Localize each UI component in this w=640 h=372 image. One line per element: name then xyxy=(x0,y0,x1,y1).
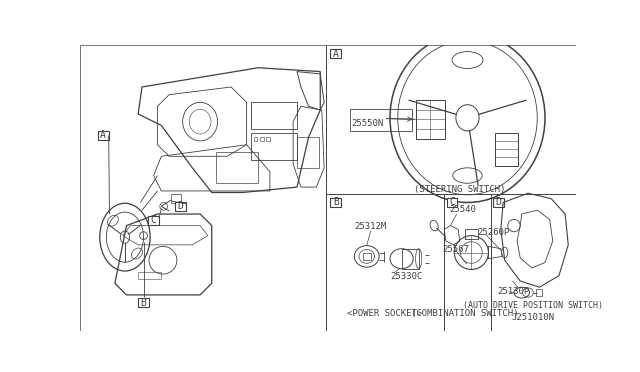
Text: 25540: 25540 xyxy=(450,205,477,214)
Bar xyxy=(495,133,518,166)
Bar xyxy=(402,249,419,269)
Text: <POWER SOCKET>: <POWER SOCKET> xyxy=(347,309,422,318)
Bar xyxy=(493,198,504,207)
Text: 25260P: 25260P xyxy=(477,228,510,237)
Bar xyxy=(175,202,186,211)
Bar xyxy=(250,133,297,160)
Text: C: C xyxy=(150,215,157,225)
Text: (AUTO DRIVE POSITION SWITCH): (AUTO DRIVE POSITION SWITCH) xyxy=(463,301,604,310)
Text: D: D xyxy=(178,201,184,211)
Text: (COMBINATION SWITCH): (COMBINATION SWITCH) xyxy=(412,309,519,318)
Text: (STEERING SWITCH): (STEERING SWITCH) xyxy=(414,185,506,194)
Bar xyxy=(172,194,180,203)
Text: 25567: 25567 xyxy=(443,245,470,254)
Text: A: A xyxy=(333,49,339,59)
Bar xyxy=(363,253,371,260)
Bar xyxy=(330,49,341,58)
Bar xyxy=(253,137,257,141)
Text: A: A xyxy=(100,131,106,141)
Text: 25550N: 25550N xyxy=(351,119,383,128)
Text: B: B xyxy=(333,198,339,208)
Bar xyxy=(465,230,477,239)
Text: 25330C: 25330C xyxy=(390,272,422,281)
Bar xyxy=(216,153,259,183)
Bar xyxy=(536,289,542,296)
Bar xyxy=(260,137,264,141)
Bar xyxy=(148,216,159,225)
Bar xyxy=(297,137,319,168)
Text: J251010N: J251010N xyxy=(512,313,555,322)
Bar xyxy=(250,102,297,129)
Bar xyxy=(266,137,270,141)
Text: B: B xyxy=(141,298,147,308)
Text: C: C xyxy=(449,198,455,208)
Bar xyxy=(415,100,445,139)
Text: D: D xyxy=(495,198,501,208)
Bar xyxy=(98,131,109,140)
Bar xyxy=(138,272,161,279)
Text: 25312M: 25312M xyxy=(355,222,387,231)
Text: 25130P: 25130P xyxy=(497,286,529,295)
Bar xyxy=(330,198,341,207)
Bar xyxy=(447,198,458,207)
Bar xyxy=(138,298,149,307)
